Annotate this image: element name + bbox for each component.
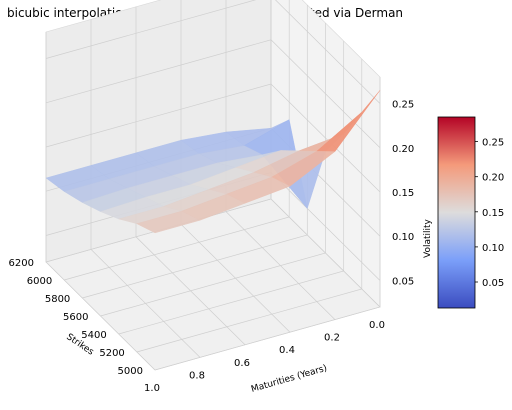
- grid-line-maturity: [270, 0, 381, 308]
- strike-tick-label: 5800: [45, 294, 70, 305]
- volatility-tick-label: 0.15: [392, 188, 414, 199]
- grid-line-volatility: [45, 83, 381, 193]
- strike-tick-label: 5400: [81, 330, 106, 341]
- grid-line-maturity: [135, 6, 246, 346]
- y-axis-label: Maturities (Years): [250, 364, 328, 395]
- colorbar: 0.05 0.10 0.15 0.20 0.25: [437, 116, 504, 309]
- strike-tick-label: 6000: [27, 276, 52, 287]
- grid-line-maturity: [90, 19, 201, 358]
- strike-tick-label: 6200: [9, 258, 34, 269]
- maturity-tick-label: 0.0: [369, 320, 385, 331]
- maturity-tick-label: 1.0: [144, 383, 160, 394]
- maturity-tick-label: 0.8: [189, 370, 205, 381]
- grid-lines: [45, 0, 381, 371]
- tick-labels: 5000 5200 5400 5600 5800 6000 6200 1.0 0.8 0.6 0.4…: [9, 100, 415, 395]
- colorbar-tick-label: 0.05: [482, 278, 504, 289]
- volatility-surface: [45, 90, 381, 234]
- volatility-tick-label: 0.05: [392, 277, 414, 288]
- strike-tick-label: 5200: [99, 348, 124, 359]
- colorbar-tick-label: 0.10: [482, 243, 504, 254]
- grid-line-volatility: [45, 39, 381, 149]
- colorbar-tick-label: 0.20: [482, 173, 504, 184]
- surface-patch: [136, 210, 201, 234]
- grid-line-volatility: [45, 0, 381, 104]
- colorbar-fill: [437, 116, 476, 309]
- z-axis-label: Volatility: [423, 218, 433, 258]
- grid-line-maturity: [45, 32, 156, 371]
- maturity-tick-label: 0.2: [324, 333, 340, 344]
- maturity-tick-label: 0.6: [234, 358, 250, 369]
- colorbar-ticks: 0.05 0.10 0.15 0.20 0.25: [475, 138, 504, 289]
- volatility-tick-label: 0.25: [392, 100, 414, 111]
- strike-tick-label: 5600: [63, 312, 88, 323]
- grid-line-maturity: [225, 0, 336, 320]
- colorbar-tick-label: 0.25: [482, 138, 504, 149]
- maturity-tick-label: 0.4: [279, 345, 295, 356]
- colorbar-tick-label: 0.15: [482, 208, 504, 219]
- volatility-tick-label: 0.20: [392, 144, 414, 155]
- volatility-tick-label: 0.10: [392, 232, 414, 243]
- strike-tick-label: 5000: [118, 366, 143, 377]
